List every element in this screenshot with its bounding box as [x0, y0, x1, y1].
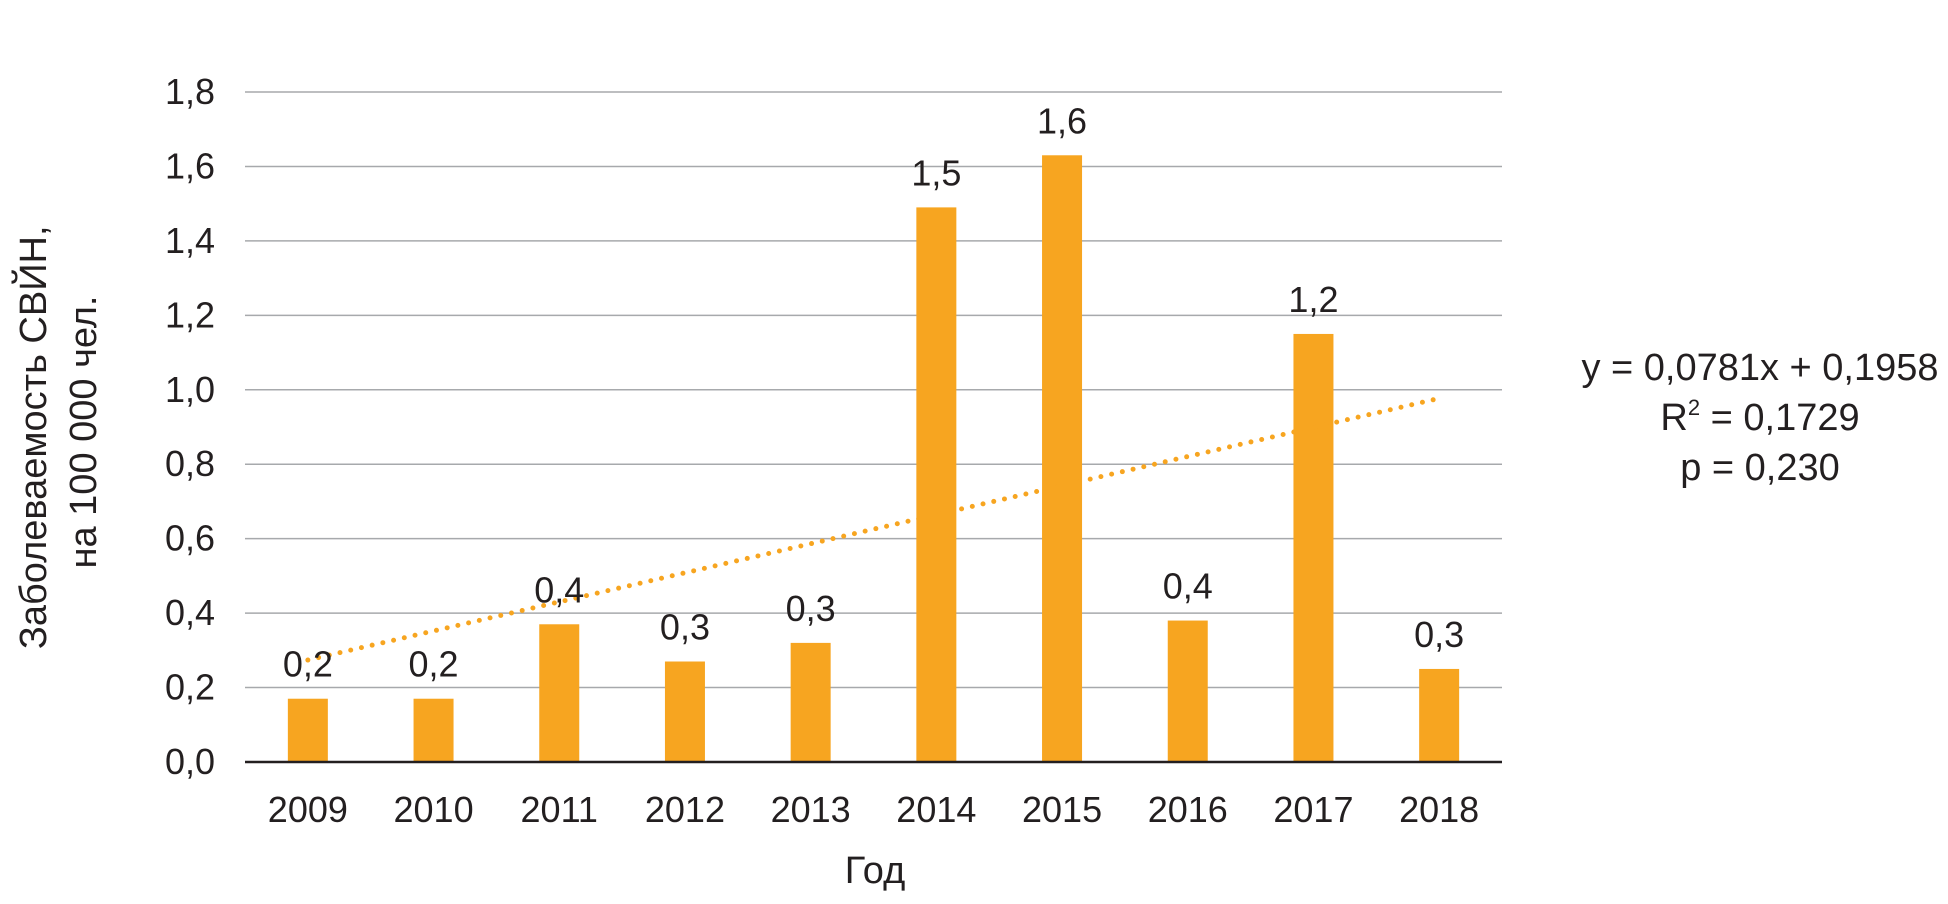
y-tick-label: 0,6 — [165, 518, 215, 559]
x-tick-label: 2013 — [771, 789, 851, 830]
data-label: 1,2 — [1288, 279, 1338, 320]
data-label: 1,6 — [1037, 100, 1087, 141]
bar — [287, 698, 328, 762]
x-tick-label: 2015 — [1022, 789, 1102, 830]
trend-p-value: p = 0,230 — [1680, 447, 1840, 489]
x-tick-label: 2010 — [394, 789, 474, 830]
y-axis-title-line-1: Заболеваемость СВЙН, — [10, 225, 55, 649]
data-labels: 0,2 0,2 0,4 0,3 0,3 1,5 1,6 0,4 1,2 0,3 — [283, 100, 1464, 684]
x-axis-ticks: 2009 2010 2011 2012 2013 2014 2015 2016 2017 2018 — [268, 789, 1479, 830]
data-label: 0,2 — [409, 644, 459, 685]
y-axis-title: Заболеваемость СВЙН, на 100 000 чел. — [10, 215, 105, 649]
y-tick-label: 0,4 — [165, 592, 215, 633]
x-tick-label: 2014 — [896, 789, 976, 830]
trendline-path — [305, 395, 1442, 663]
bar — [664, 661, 705, 762]
bar — [916, 207, 957, 762]
trend-equation: y = 0,0781x + 0,1958 — [1581, 347, 1939, 389]
x-tick-label: 2016 — [1148, 789, 1228, 830]
trendline-statistics: y = 0,0781x + 0,1958 R2 = 0,1729 p = 0,2… — [1560, 343, 1948, 493]
data-label: 0,3 — [660, 607, 710, 648]
data-label: 1,5 — [911, 152, 961, 193]
gridlines — [245, 91, 1502, 689]
x-tick-label: 2017 — [1273, 789, 1353, 830]
bars — [287, 155, 1460, 762]
y-tick-label: 1,4 — [165, 220, 215, 261]
data-label: 0,2 — [283, 644, 333, 685]
bar — [1293, 333, 1334, 762]
bar — [413, 698, 454, 762]
x-tick-label: 2012 — [645, 789, 725, 830]
x-tick-label: 2011 — [521, 789, 598, 830]
y-tick-label: 1,6 — [165, 145, 215, 186]
y-tick-label: 1,0 — [165, 369, 215, 410]
y-tick-label: 0,0 — [165, 741, 215, 782]
bar — [539, 624, 580, 762]
y-tick-label: 1,8 — [165, 71, 215, 112]
x-tick-label: 2018 — [1399, 789, 1479, 830]
bar — [1167, 620, 1208, 762]
data-label: 0,3 — [1414, 614, 1464, 655]
data-label: 0,4 — [534, 569, 584, 610]
bar — [1419, 668, 1460, 762]
data-label: 0,3 — [786, 588, 836, 629]
bar — [1042, 155, 1083, 762]
data-label: 0,4 — [1163, 566, 1213, 607]
y-axis-title-line-2: на 100 000 чел. — [63, 296, 105, 569]
x-axis-title: Год — [845, 850, 906, 892]
x-tick-label: 2009 — [268, 789, 348, 830]
y-tick-label: 1,2 — [165, 294, 215, 335]
y-tick-label: 0,2 — [165, 667, 215, 708]
trendline — [305, 395, 1442, 663]
y-axis-ticks: 0,0 0,2 0,4 0,6 0,8 1,0 1,2 1,4 1,6 1,8 — [165, 71, 215, 782]
bar — [790, 642, 831, 762]
trend-r-squared: R2 = 0,1729 — [1660, 395, 1860, 440]
y-tick-label: 0,8 — [165, 443, 215, 484]
